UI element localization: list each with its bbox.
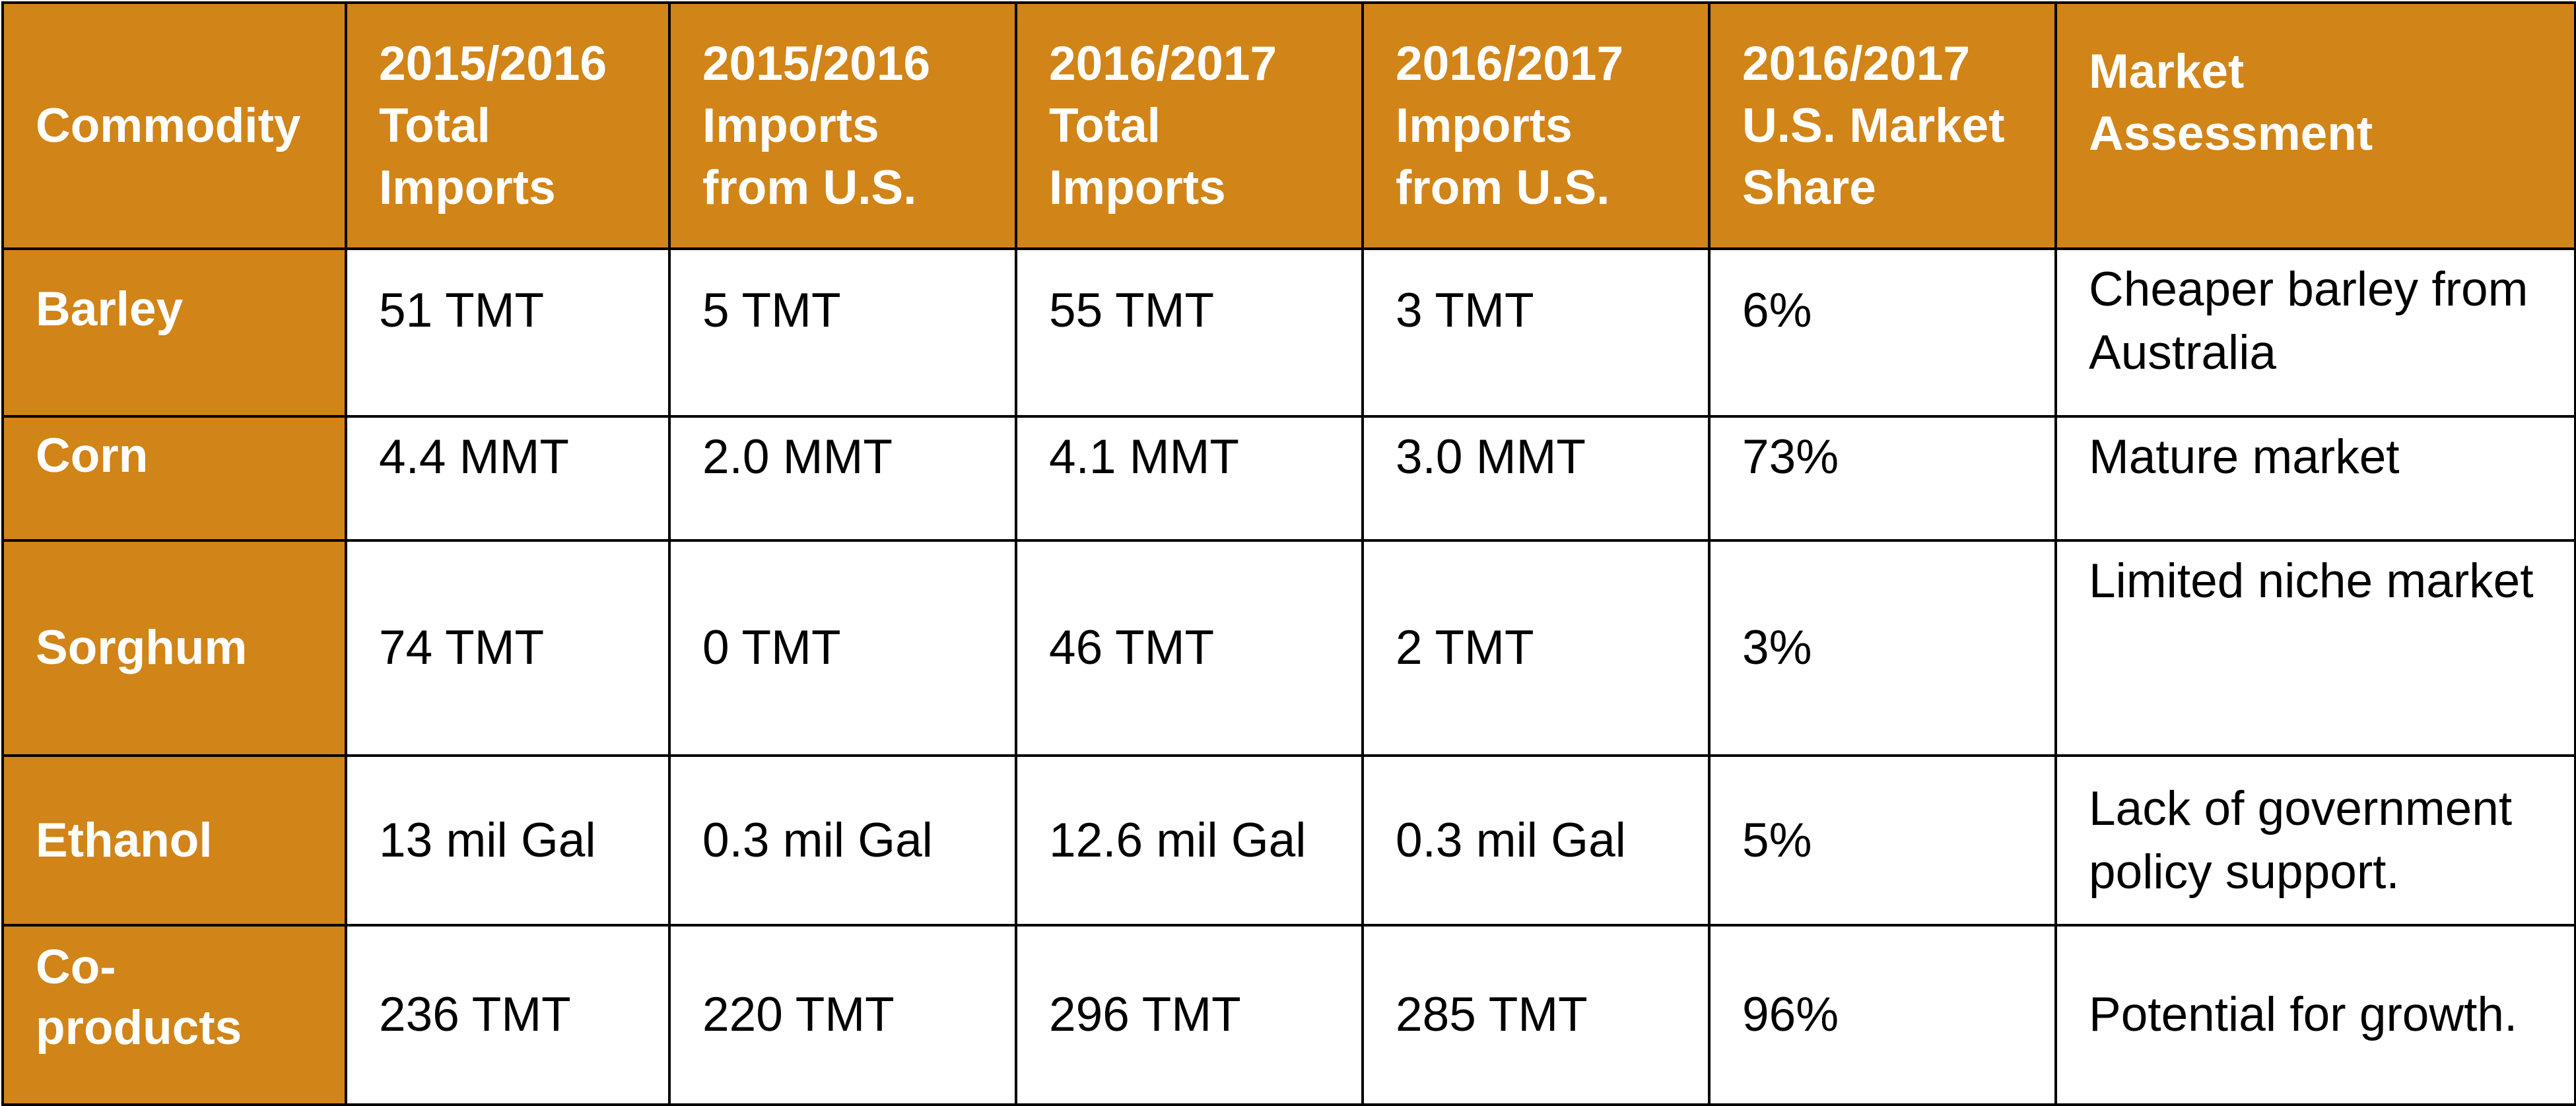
us-imports-2016-cell: 285 TMT [1361,924,1711,1106]
commodity-label: Co- [36,940,116,994]
header-line: 2015/2016 [379,36,607,90]
header-line: Assessment [2089,107,2373,160]
us-imports-2015-cell: 2.0 MMT [668,415,1017,542]
commodity-label: Barley [36,282,184,336]
total-imports-2015-cell: 236 TMT [345,924,671,1106]
header-2016-total-imports: 2016/2017 Total Imports [1015,1,1364,250]
us-imports-2016-cell: 3 TMT [1361,247,1711,418]
table-row: Sorghum 74 TMT 0 TMT 46 TMT 2 TMT 3% Lim… [1,539,2576,757]
header-line: Share [1742,160,1876,214]
header-2015-total-imports: 2015/2016 Total Imports [345,1,671,250]
us-imports-2016-cell: 2 TMT [1361,539,1711,757]
header-2016-us-market-share: 2016/2017 U.S. Market Share [1708,1,2057,250]
commodity-label: products [36,1001,242,1055]
header-line: Imports [1049,160,1226,214]
us-imports-2015-cell: 5 TMT [668,247,1017,418]
table-row: Co- products 236 TMT 220 TMT 296 TMT 285… [1,924,2576,1106]
market-assessment-cell: Potential for growth. [2054,924,2576,1106]
us-imports-2015-cell: 0 TMT [668,539,1017,757]
commodity-cell: Barley [1,247,347,418]
market-share-cell: 5% [1708,754,2057,927]
header-2016-imports-from-us: 2016/2017 Imports from U.S. [1361,1,1711,250]
commodity-label: Corn [36,429,149,482]
header-line: Imports [702,98,879,152]
total-imports-2016-cell: 296 TMT [1015,924,1364,1106]
header-2015-imports-from-us: 2015/2016 Imports from U.S. [668,1,1017,250]
total-imports-2016-cell: 12.6 mil Gal [1015,754,1364,927]
assessment-line: Limited niche market [2089,554,2534,608]
assessment-line: Potential for growth. [2089,988,2518,1041]
assessment-line: Cheaper barley from [2089,263,2528,316]
header-commodity: Commodity [1,1,347,250]
us-imports-2016-cell: 0.3 mil Gal [1361,754,1711,927]
header-line: from U.S. [1396,160,1610,214]
total-imports-2016-cell: 4.1 MMT [1015,415,1364,542]
total-imports-2016-cell: 55 TMT [1015,247,1364,418]
commodity-cell: Corn [1,415,347,542]
header-line: 2016/2017 [1742,36,1971,90]
header-line: 2015/2016 [702,36,931,90]
us-imports-2016-cell: 3.0 MMT [1361,415,1711,542]
commodity-label: Ethanol [36,813,213,867]
market-share-cell: 6% [1708,247,2057,418]
assessment-line: policy support. [2089,845,2400,899]
total-imports-2015-cell: 13 mil Gal [345,754,671,927]
commodity-label: Sorghum [36,621,248,674]
header-line: 2016/2017 [1396,36,1624,90]
market-share-cell: 3% [1708,539,2057,757]
commodity-cell: Sorghum [1,539,347,757]
header-line: from U.S. [702,160,917,214]
table-row: Barley 51 TMT 5 TMT 55 TMT 3 TMT 6% Chea… [1,247,2576,418]
table-row: Ethanol 13 mil Gal 0.3 mil Gal 12.6 mil … [1,754,2576,927]
header-line: Total [379,98,491,152]
total-imports-2015-cell: 4.4 MMT [345,415,671,542]
assessment-line: Australia [2089,326,2277,379]
total-imports-2015-cell: 51 TMT [345,247,671,418]
header-line: U.S. Market [1742,98,2005,152]
commodity-cell: Co- products [1,924,347,1106]
assessment-line: Mature market [2089,430,2400,484]
header-line: Commodity [36,98,301,152]
header-market-assessment: Market Assessment [2054,1,2576,250]
market-assessment-cell: Lack of government policy support. [2054,754,2576,927]
assessment-line: Lack of government [2089,781,2513,835]
header-line: Imports [379,160,556,214]
table-row: Corn 4.4 MMT 2.0 MMT 4.1 MMT 3.0 MMT 73%… [1,415,2576,542]
market-assessment-cell: Cheaper barley from Australia [2054,247,2576,418]
header-line: Total [1049,98,1161,152]
header-line: 2016/2017 [1049,36,1277,90]
market-share-cell: 96% [1708,924,2057,1106]
header-line: Market [2089,45,2245,98]
market-assessment-cell: Mature market [2054,415,2576,542]
total-imports-2015-cell: 74 TMT [345,539,671,757]
us-imports-2015-cell: 0.3 mil Gal [668,754,1017,927]
commodity-cell: Ethanol [1,754,347,927]
header-row: Commodity 2015/2016 Total Imports 2015/2… [1,1,2576,250]
market-share-cell: 73% [1708,415,2057,542]
header-line: Imports [1396,98,1573,152]
market-assessment-cell: Limited niche market [2054,539,2576,757]
total-imports-2016-cell: 46 TMT [1015,539,1364,757]
us-imports-2015-cell: 220 TMT [668,924,1017,1106]
